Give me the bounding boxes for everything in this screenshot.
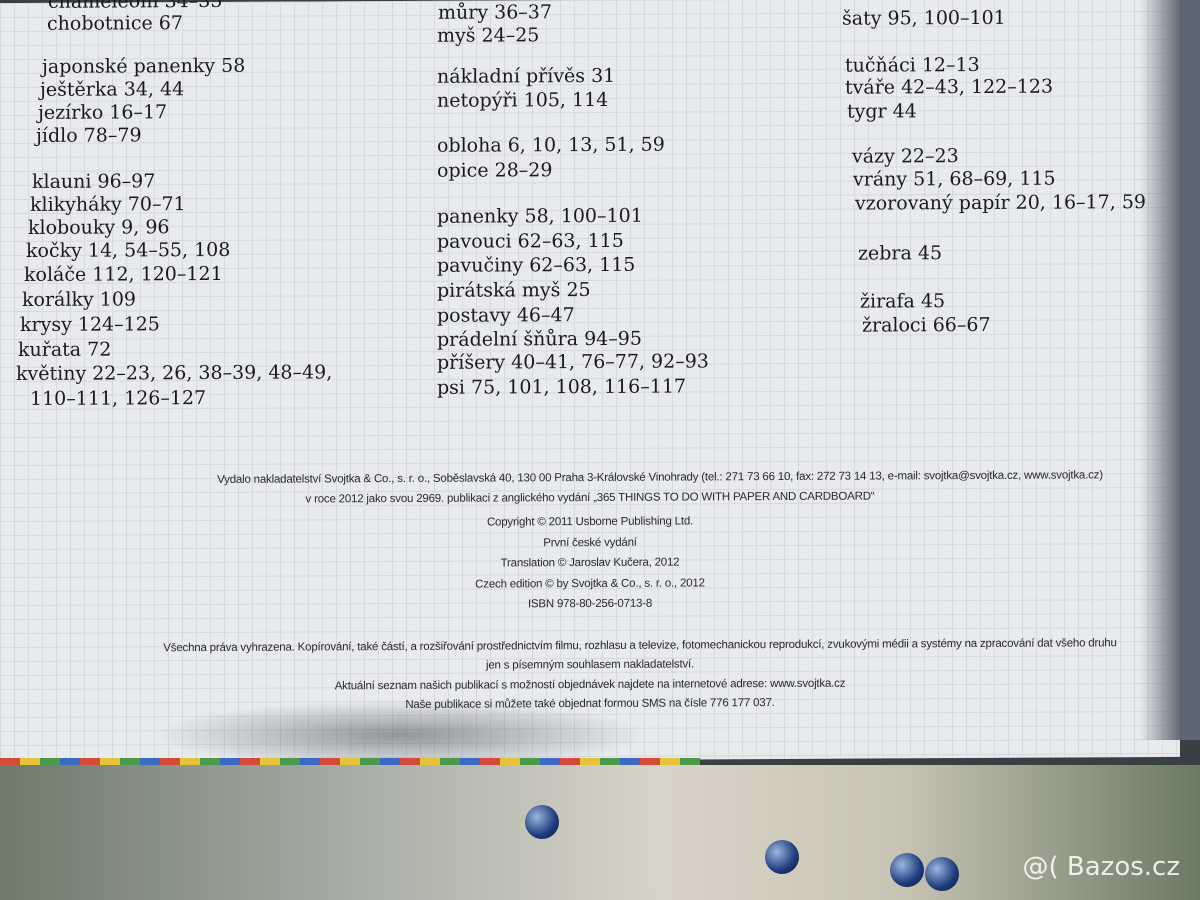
index-entry: zebra 45: [858, 242, 943, 265]
index-entry: koláče 112, 120–121: [24, 262, 223, 286]
tablecloth: [0, 765, 1200, 900]
rights-line: jen s písemným souhlasem nakladatelství.: [485, 658, 695, 672]
index-entry: šaty 95, 100–101: [842, 6, 1006, 30]
index-entry: nákladní přívěs 31: [437, 64, 616, 88]
rights-line: Všechna práva vyhrazena. Kopírování, tak…: [163, 637, 1117, 655]
index-entry: klobouky 9, 96: [28, 216, 170, 239]
index-entry: pavouci 62–63, 115: [437, 229, 624, 253]
imprint-line: Translation © Jaroslav Kučera, 2012: [500, 556, 680, 570]
index-entry: panenky 58, 100–101: [437, 204, 643, 228]
watermark: @( Bazos.cz: [1022, 852, 1181, 882]
index-entry: chameleoni 34–35: [48, 0, 223, 13]
imprint-line: První české vydání: [543, 536, 637, 550]
index-entry: opice 28–29: [437, 159, 553, 182]
index-entry: krysy 124–125: [20, 313, 160, 336]
index-entry: kuřata 72: [18, 338, 112, 361]
decoration-berry: [525, 805, 559, 839]
imprint-line: Copyright © 2011 Usborne Publishing Ltd.: [486, 515, 694, 529]
book-page: chameleoni 34–35 chobotnice 67 japonské …: [0, 0, 1180, 764]
index-entry: korálky 109: [22, 288, 136, 311]
index-column-1: chameleoni 34–35 chobotnice 67 japonské …: [0, 0, 1180, 410]
index-entry: tučňáci 12–13: [845, 53, 980, 77]
index-entry: japonské panenky 58: [42, 54, 246, 78]
book-cover-edge: [0, 758, 700, 766]
index-entry: pavučiny 62–63, 115: [437, 253, 636, 277]
index-entry: květiny 22–23, 26, 38–39, 48–49,: [16, 361, 333, 386]
decoration-berry: [925, 857, 959, 891]
index-entry: chobotnice 67: [47, 12, 183, 35]
index-entry: myš 24–25: [437, 24, 540, 47]
imprint-line: ISBN 978-80-256-0713-8: [527, 597, 653, 611]
index-entry: tygr 44: [847, 100, 917, 123]
imprint-line: Czech edition © by Svojtka & Co., s. r. …: [475, 577, 705, 591]
index-entry: klikyháky 70–71: [30, 193, 186, 216]
index-entry: netopýři 105, 114: [437, 88, 609, 112]
index-entry: můry 36–37: [438, 1, 552, 24]
index-entry: 110–111, 126–127: [30, 387, 207, 410]
index-entry: kočky 14, 54–55, 108: [26, 238, 231, 262]
index-entry: prádelní šňůra 94–95: [437, 327, 642, 351]
index-entry: jídlo 78–79: [36, 124, 142, 147]
index-entry: vázy 22–23: [852, 145, 959, 168]
rights-line: Aktuální seznam našich publikací s možno…: [334, 677, 846, 693]
index-entry: příšery 40–41, 76–77, 92–93: [437, 350, 709, 374]
index-entry: žraloci 66–67: [862, 313, 991, 337]
decoration-berry: [890, 853, 924, 887]
index-entry: tváře 42–43, 122–123: [845, 75, 1054, 99]
index-entry: žirafa 45: [860, 290, 946, 313]
index-entry: klauni 96–97: [32, 170, 156, 193]
index-entry: jezírko 16–17: [38, 101, 168, 124]
index-entry: vzorovaný papír 20, 16–17, 59: [855, 191, 1146, 215]
index-entry: ještěrka 34, 44: [40, 78, 185, 101]
index-entry: postavy 46–47: [437, 304, 575, 327]
index-entry: psi 75, 101, 108, 116–117: [437, 375, 687, 399]
imprint-line: Vydalo nakladatelství Svojtka & Co., s. …: [217, 469, 1103, 486]
index-entry: obloha 6, 10, 13, 51, 59: [437, 133, 665, 157]
index-entry: vrány 51, 68–69, 115: [853, 167, 1056, 191]
decoration-berry: [765, 840, 799, 874]
index-entry: pirátská myš 25: [437, 278, 591, 302]
page-edge-shadow: [1140, 0, 1200, 740]
imprint-line: v roce 2012 jako svou 2969. publikaci z …: [305, 490, 875, 506]
